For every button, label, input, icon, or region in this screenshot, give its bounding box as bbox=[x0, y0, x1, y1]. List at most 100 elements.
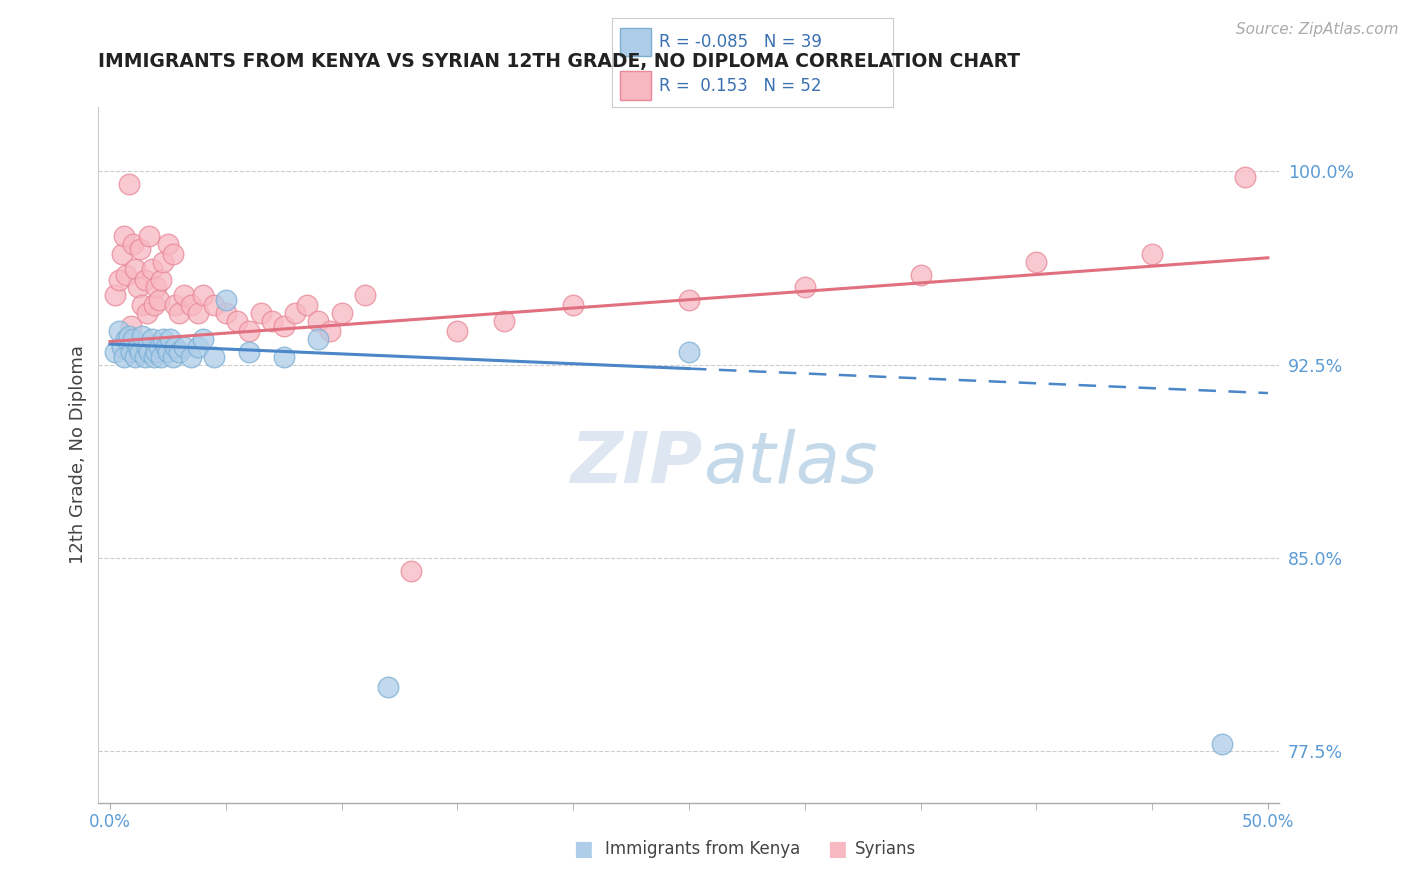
Point bbox=[131, 329, 153, 343]
Point bbox=[187, 340, 209, 354]
Point bbox=[163, 340, 186, 354]
Point bbox=[120, 344, 142, 359]
Point bbox=[149, 273, 172, 287]
Point bbox=[120, 319, 142, 334]
Point bbox=[1140, 247, 1163, 261]
Point bbox=[353, 288, 375, 302]
Point bbox=[152, 254, 174, 268]
Point bbox=[138, 344, 160, 359]
Point bbox=[1211, 737, 1233, 751]
Point bbox=[112, 228, 135, 243]
Point bbox=[191, 332, 214, 346]
Point bbox=[156, 236, 179, 251]
Point bbox=[148, 340, 170, 354]
FancyBboxPatch shape bbox=[620, 71, 651, 100]
Point bbox=[377, 680, 399, 694]
Point bbox=[307, 332, 329, 346]
Point bbox=[492, 314, 515, 328]
Point bbox=[148, 293, 170, 308]
Point bbox=[678, 293, 700, 308]
Point bbox=[122, 332, 145, 346]
Point bbox=[446, 324, 468, 338]
Point bbox=[136, 340, 159, 354]
Point bbox=[319, 324, 342, 338]
Text: IMMIGRANTS FROM KENYA VS SYRIAN 12TH GRADE, NO DIPLOMA CORRELATION CHART: IMMIGRANTS FROM KENYA VS SYRIAN 12TH GRA… bbox=[98, 53, 1021, 71]
Point bbox=[284, 306, 307, 320]
Point bbox=[117, 329, 139, 343]
Text: Source: ZipAtlas.com: Source: ZipAtlas.com bbox=[1236, 22, 1399, 37]
Point bbox=[127, 280, 149, 294]
Point bbox=[295, 298, 318, 312]
Point bbox=[307, 314, 329, 328]
Point bbox=[187, 306, 209, 320]
Point bbox=[129, 344, 152, 359]
Point bbox=[1025, 254, 1047, 268]
Text: ZIP: ZIP bbox=[571, 429, 703, 499]
Point bbox=[238, 324, 260, 338]
Point bbox=[152, 332, 174, 346]
Text: ■: ■ bbox=[827, 839, 846, 859]
Point bbox=[104, 288, 127, 302]
Point bbox=[215, 293, 238, 308]
Point bbox=[249, 306, 271, 320]
Point bbox=[202, 298, 225, 312]
Point bbox=[134, 273, 156, 287]
Point bbox=[110, 340, 132, 354]
Point bbox=[215, 306, 238, 320]
Point bbox=[138, 228, 160, 243]
Point bbox=[562, 298, 585, 312]
Text: atlas: atlas bbox=[703, 429, 877, 499]
Point bbox=[169, 306, 191, 320]
Point bbox=[145, 344, 167, 359]
Point bbox=[127, 340, 149, 354]
Point bbox=[115, 268, 138, 282]
Point bbox=[143, 298, 166, 312]
Point bbox=[162, 247, 184, 261]
Text: ■: ■ bbox=[574, 839, 593, 859]
Point bbox=[191, 288, 214, 302]
Point bbox=[273, 319, 295, 334]
Text: R = -0.085   N = 39: R = -0.085 N = 39 bbox=[659, 33, 823, 51]
Point bbox=[131, 298, 153, 312]
Point bbox=[1233, 169, 1256, 184]
Point bbox=[110, 247, 132, 261]
Point bbox=[141, 332, 163, 346]
Point bbox=[169, 344, 191, 359]
Point bbox=[104, 344, 127, 359]
Point bbox=[678, 344, 700, 359]
Point bbox=[143, 350, 166, 364]
Point bbox=[149, 350, 172, 364]
Point bbox=[180, 350, 202, 364]
Point bbox=[163, 298, 186, 312]
Point bbox=[122, 236, 145, 251]
Text: Syrians: Syrians bbox=[855, 840, 917, 858]
Point bbox=[173, 340, 195, 354]
Point bbox=[134, 350, 156, 364]
Point bbox=[155, 340, 177, 354]
Point bbox=[124, 350, 146, 364]
Point bbox=[238, 344, 260, 359]
Point bbox=[226, 314, 249, 328]
Point bbox=[173, 288, 195, 302]
Point bbox=[399, 564, 422, 578]
Point bbox=[793, 280, 815, 294]
Point bbox=[136, 306, 159, 320]
Point bbox=[129, 242, 152, 256]
Point bbox=[910, 268, 932, 282]
Y-axis label: 12th Grade, No Diploma: 12th Grade, No Diploma bbox=[69, 345, 87, 565]
Point bbox=[108, 273, 131, 287]
Point bbox=[180, 298, 202, 312]
Point bbox=[262, 314, 284, 328]
Point bbox=[115, 332, 138, 346]
Point bbox=[117, 178, 139, 192]
Point bbox=[112, 350, 135, 364]
Point bbox=[141, 262, 163, 277]
Point bbox=[124, 262, 146, 277]
Point bbox=[108, 324, 131, 338]
Point bbox=[330, 306, 353, 320]
FancyBboxPatch shape bbox=[620, 28, 651, 56]
Text: Immigrants from Kenya: Immigrants from Kenya bbox=[605, 840, 800, 858]
Point bbox=[202, 350, 225, 364]
Point bbox=[159, 332, 181, 346]
Point bbox=[145, 280, 167, 294]
